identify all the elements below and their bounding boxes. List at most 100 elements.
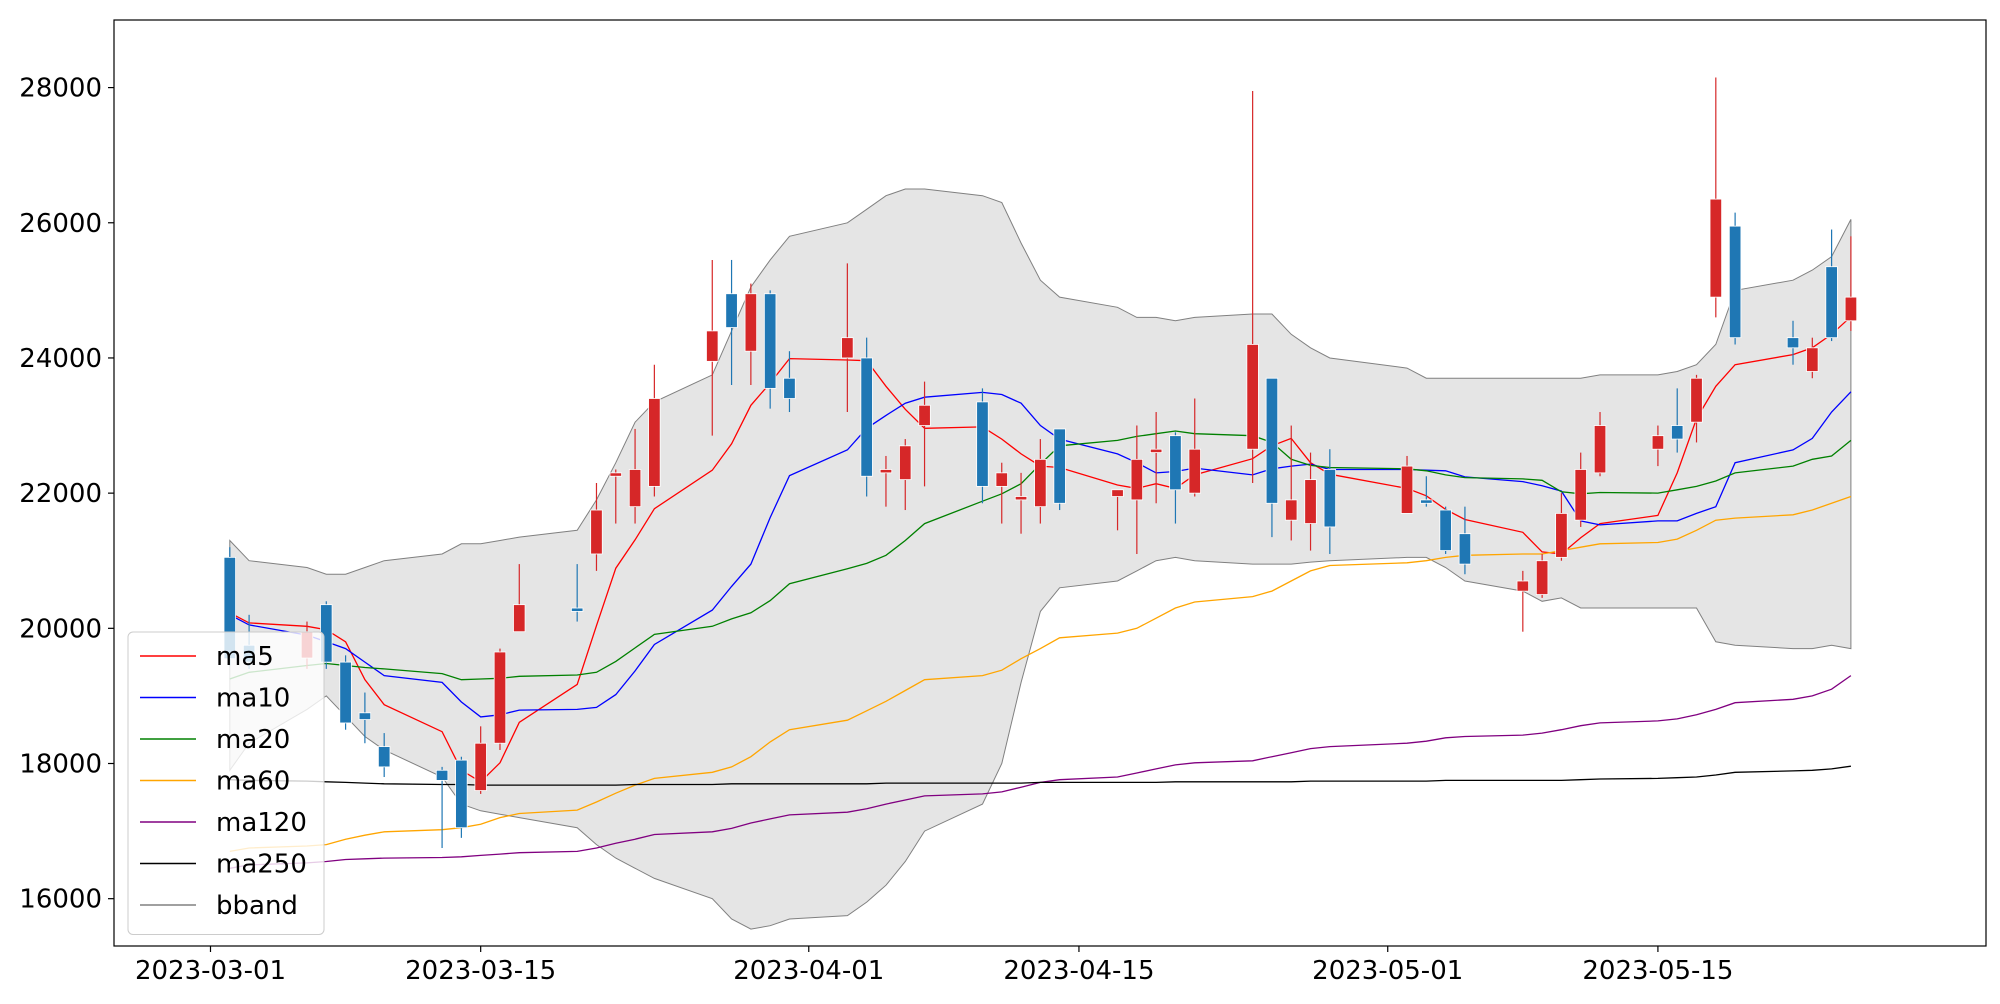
candle-body (1400, 465, 1414, 514)
candle-body (918, 404, 931, 426)
ma120-line (229, 675, 1852, 869)
candle (1555, 493, 1568, 561)
candle-body (1420, 499, 1433, 504)
candle-body (628, 469, 642, 508)
candle (1400, 455, 1414, 514)
candle-body (1053, 428, 1066, 504)
candle-body (879, 469, 893, 474)
candle-body (841, 337, 854, 359)
candle (1265, 377, 1279, 538)
axes-layer: 2023-03-01 2023-03-15 2023-04-01 2023-04-15… (19, 19, 1987, 986)
y-tick-label: 26000 (19, 209, 102, 239)
y-tick-label: 24000 (19, 344, 102, 374)
candle-body (1285, 499, 1298, 521)
candle (1516, 570, 1530, 632)
candle-body (1169, 435, 1182, 491)
candle-body (1130, 458, 1144, 501)
candle (1034, 439, 1047, 524)
candle (1709, 77, 1723, 318)
candle (879, 455, 893, 507)
x-tick-label: 2023-03-01 (135, 956, 286, 986)
candle (1844, 236, 1858, 331)
legend-label-ma10: ma10 (216, 684, 290, 714)
candle (1439, 506, 1452, 554)
candle-body (1806, 347, 1819, 372)
ma5-line (229, 316, 1852, 783)
candle-body (609, 472, 622, 477)
candle-body (358, 712, 372, 720)
candle-body (1690, 377, 1703, 423)
candle (1130, 425, 1144, 554)
candle (493, 648, 507, 750)
candle (1535, 553, 1549, 598)
candle (918, 381, 931, 487)
candle (783, 351, 796, 413)
x-tick-label: 2023-03-15 (405, 956, 556, 986)
candle (1014, 472, 1028, 534)
candle (1149, 412, 1163, 504)
legend-label-ma5: ma5 (216, 642, 274, 672)
candle (1304, 452, 1317, 551)
candle (377, 733, 391, 778)
candle (455, 756, 468, 838)
candle (744, 283, 758, 385)
candle (1825, 229, 1838, 342)
bollinger-band-layer (229, 188, 1852, 930)
candle (763, 290, 777, 409)
candle-body (763, 293, 777, 389)
candle-body (1671, 425, 1684, 440)
candle (474, 726, 487, 794)
plot-frame (113, 19, 1987, 947)
candle-body (995, 472, 1008, 487)
candle (570, 564, 584, 622)
candle-body (493, 651, 507, 744)
candle (1169, 432, 1182, 524)
candle-body (1516, 580, 1530, 592)
candle-body (590, 509, 603, 555)
candle-body (648, 398, 661, 487)
ma250-line (229, 765, 1851, 786)
candle-body (339, 661, 352, 724)
candle-body (1786, 337, 1800, 349)
y-tick-label: 18000 (19, 750, 102, 780)
candle (841, 263, 854, 413)
candle-body (435, 769, 449, 781)
candle (1246, 90, 1259, 483)
candle (513, 564, 526, 633)
candle-body (1111, 489, 1124, 497)
candle-body (1149, 448, 1163, 453)
candle-body (1014, 496, 1028, 501)
candle-body (1709, 198, 1723, 298)
candle-body (1593, 425, 1607, 474)
candle-body (1555, 513, 1568, 558)
candle-body (899, 445, 912, 481)
candle (976, 388, 989, 504)
candle (590, 483, 603, 571)
legend-label-ma120: ma120 (216, 808, 307, 838)
candle-body (1439, 509, 1452, 551)
candle-body (976, 401, 989, 487)
candle (1651, 425, 1665, 467)
candle (1111, 489, 1124, 531)
candle (1574, 452, 1587, 527)
candle (995, 462, 1008, 524)
candle-body (725, 293, 738, 328)
candle-body (1574, 469, 1587, 521)
legend-label-bband: bband (216, 891, 298, 921)
candle-body (744, 293, 758, 352)
candle (1671, 388, 1684, 453)
candle (725, 259, 738, 385)
candle-body (1728, 225, 1742, 339)
candle (1458, 506, 1472, 575)
x-tick-label: 2023-05-15 (1582, 956, 1733, 986)
candle (435, 766, 449, 848)
candle (1420, 476, 1433, 507)
candle-body (1323, 469, 1337, 528)
candle-body (783, 377, 796, 399)
candle (628, 428, 642, 524)
candle (1593, 412, 1607, 477)
candle (1053, 428, 1066, 511)
candle-body (377, 746, 391, 768)
